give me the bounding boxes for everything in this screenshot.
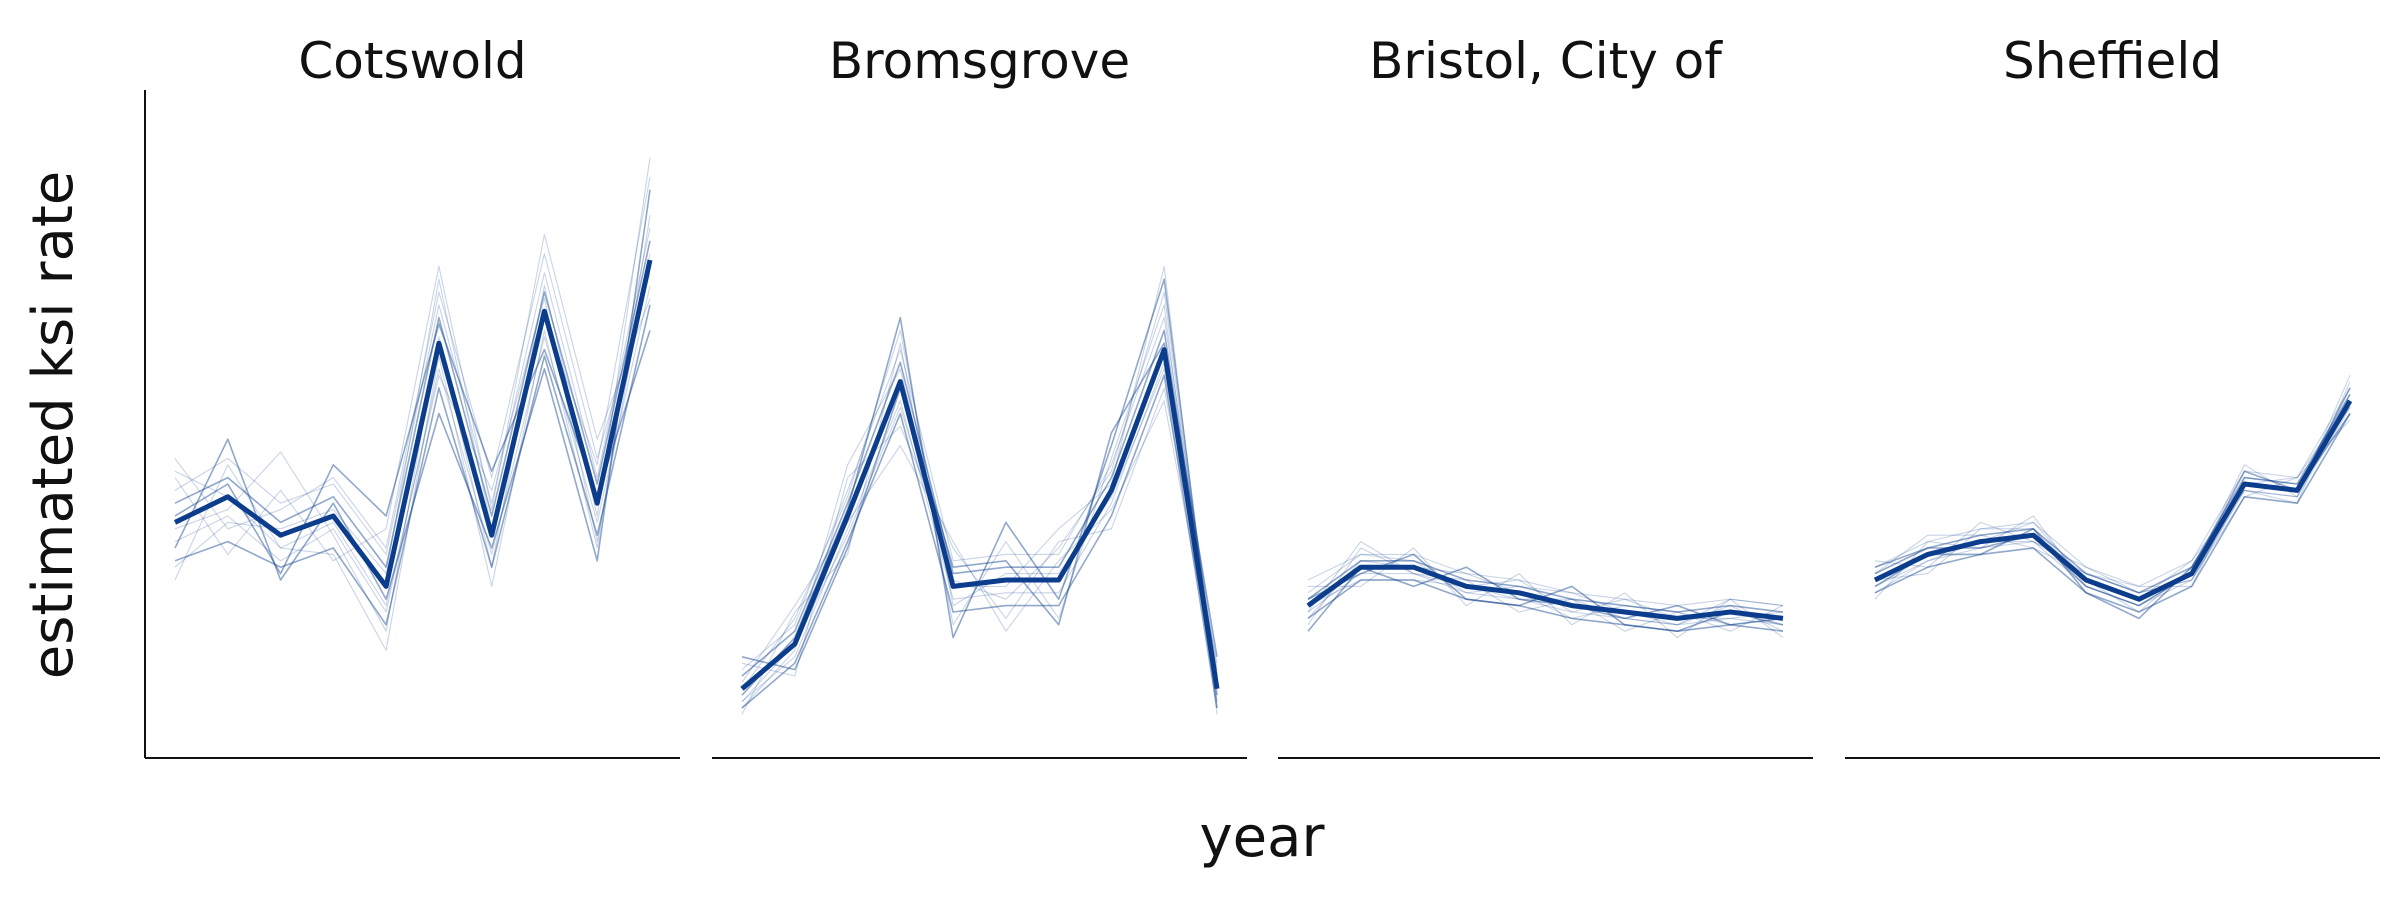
sample-line	[741, 400, 1218, 683]
mean-line	[1873, 399, 2353, 602]
x-axis-title: year	[1200, 805, 1326, 870]
mean-line	[740, 347, 1220, 691]
sample-line	[1874, 393, 2351, 594]
sample-line	[741, 387, 1218, 677]
sample-line	[1874, 419, 2351, 594]
sample-line	[174, 215, 651, 651]
sample-line	[1307, 553, 1784, 633]
panel-4: Sheffield	[1845, 32, 2380, 759]
panel-2: Bromsgrove	[712, 32, 1247, 759]
sample-line	[1874, 413, 2351, 613]
sample-line	[174, 176, 651, 575]
sample-line	[741, 342, 1218, 671]
sample-line	[1307, 553, 1784, 607]
panel-title: Sheffield	[2003, 32, 2222, 90]
sample-line	[174, 157, 651, 632]
panel-title: Bromsgrove	[829, 32, 1130, 90]
sample-line	[1307, 547, 1784, 632]
sample-line	[174, 323, 651, 575]
sample-line	[1874, 374, 2351, 607]
sample-line	[741, 374, 1218, 709]
sample-line	[1874, 387, 2351, 587]
panel-title: Cotswold	[298, 32, 526, 90]
sample-line	[741, 304, 1218, 715]
sample-line	[741, 291, 1218, 702]
sample-line	[1307, 579, 1784, 633]
sample-line	[1307, 541, 1784, 619]
sample-line	[1874, 400, 2351, 613]
sample-line	[741, 361, 1218, 703]
sample-line	[1874, 406, 2351, 607]
sample-line	[1307, 560, 1784, 626]
sample-line	[174, 285, 651, 613]
sample-line	[174, 253, 651, 549]
panel-1: Cotswold	[144, 32, 680, 759]
mean-line	[1306, 564, 1784, 621]
y-axis-title: estimated ksi rate	[21, 171, 86, 679]
panels: Cotswold Bromsgrove Bristol, City of Sheffi…	[144, 32, 2380, 759]
sample-line	[174, 227, 651, 555]
sample-line	[1307, 559, 1784, 613]
sample-line	[174, 233, 651, 562]
sample-line	[1307, 573, 1784, 626]
sample-line	[741, 329, 1218, 690]
mean-line	[173, 259, 653, 589]
sample-line	[741, 329, 1218, 677]
sample-line	[741, 317, 1218, 671]
panel-3: Bristol, City of	[1278, 32, 1813, 759]
panel-title: Bristol, City of	[1369, 32, 1723, 90]
sample-line	[174, 253, 651, 607]
sample-line	[1874, 406, 2351, 587]
sample-line	[174, 240, 651, 569]
sample-line	[174, 304, 651, 626]
sample-line	[741, 265, 1218, 709]
sample-line	[174, 189, 651, 601]
